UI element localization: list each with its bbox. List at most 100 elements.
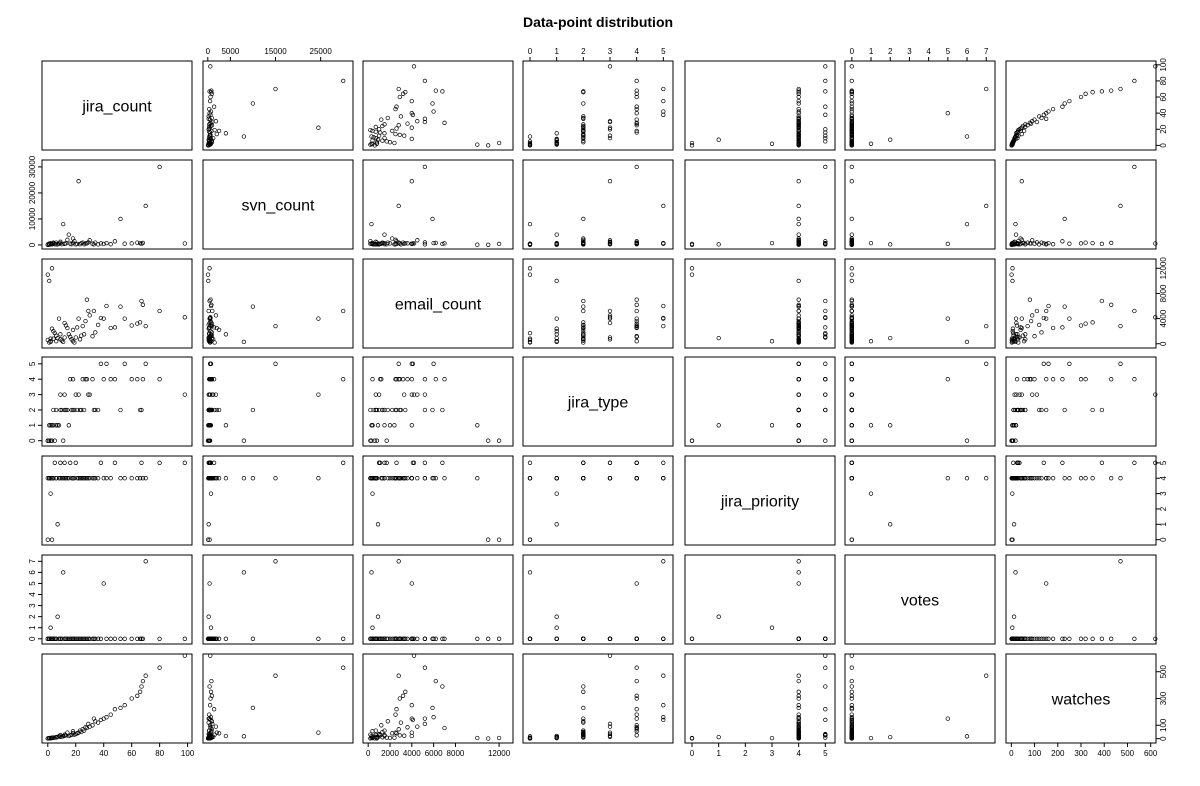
data-point [405, 121, 410, 126]
data-point [139, 407, 144, 413]
data-point [796, 318, 801, 324]
data-point [54, 636, 59, 641]
data-point [486, 736, 491, 741]
data-point [341, 78, 346, 84]
data-point [68, 241, 73, 246]
data-point [69, 476, 74, 481]
data-point [607, 127, 613, 132]
data-point [1027, 241, 1033, 246]
data-point [61, 221, 66, 227]
data-point [47, 476, 52, 481]
data-point [689, 636, 695, 641]
data-point [1044, 636, 1049, 641]
data-point [849, 236, 854, 241]
data-point [73, 460, 78, 465]
data-point [634, 460, 639, 465]
data-point [104, 476, 109, 481]
data-point [140, 636, 146, 641]
data-point [1067, 316, 1072, 321]
panel-jira_type-vs-jira_type: jira_type [522, 356, 674, 447]
data-point [396, 377, 401, 382]
data-point [849, 735, 854, 741]
panel-frame [362, 653, 514, 744]
data-point [945, 377, 950, 382]
data-point [475, 735, 480, 741]
data-point [823, 78, 828, 84]
data-point [796, 236, 801, 241]
data-point [1025, 323, 1030, 329]
data-point [1132, 460, 1137, 465]
data-point [634, 325, 639, 331]
data-point [207, 339, 212, 345]
data-point [1046, 636, 1051, 641]
panel-votes-vs-svn_count [202, 554, 354, 645]
data-point [823, 377, 828, 382]
data-point [410, 361, 416, 366]
data-point [849, 407, 854, 413]
data-point [486, 438, 491, 443]
data-point [390, 476, 395, 481]
data-point [206, 326, 211, 331]
x-tick-label: 100 [1028, 749, 1042, 758]
data-point [84, 476, 90, 481]
data-point [475, 476, 480, 481]
data-point [796, 303, 801, 309]
data-point [1019, 392, 1024, 397]
data-point [422, 665, 428, 670]
data-point [81, 476, 87, 481]
data-point [1060, 239, 1065, 244]
x-tick-label: 1 [716, 749, 721, 758]
panel-frame [844, 455, 996, 546]
panel-svn_count-vs-watches [1005, 159, 1158, 250]
data-point [95, 636, 101, 641]
data-point [554, 329, 559, 334]
data-point [208, 696, 213, 701]
data-point [1018, 476, 1023, 481]
data-point [634, 308, 639, 314]
data-point [98, 361, 104, 366]
data-point [796, 128, 801, 134]
data-point [716, 614, 721, 619]
data-point [93, 407, 98, 413]
data-point [849, 242, 854, 247]
data-point [1118, 559, 1123, 564]
data-point [390, 731, 395, 736]
data-point [140, 678, 146, 684]
y-tick-label: 100 [1159, 58, 1168, 72]
data-point [769, 625, 775, 630]
data-point [581, 733, 586, 738]
data-point [607, 125, 613, 130]
data-point [634, 318, 639, 324]
data-point [129, 476, 134, 481]
y-tick-label: 4000 [1159, 309, 1168, 327]
data-point [140, 476, 146, 481]
data-point [95, 322, 101, 328]
data-point [382, 232, 387, 237]
data-point [1023, 332, 1028, 337]
data-point [689, 438, 695, 443]
data-point [72, 476, 77, 481]
data-point [849, 689, 854, 694]
data-point [394, 104, 399, 109]
data-point [62, 407, 67, 413]
data-point [87, 476, 92, 481]
data-point [415, 724, 420, 729]
data-point [796, 109, 801, 114]
data-point [62, 732, 67, 737]
data-point [823, 104, 828, 109]
data-point [384, 438, 389, 443]
data-point [140, 377, 146, 382]
data-point [1034, 636, 1040, 641]
panel-svn_count-vs-email_count [362, 159, 514, 250]
data-point [379, 723, 384, 728]
data-point [1011, 423, 1017, 428]
y-tick-label: 4 [28, 376, 37, 381]
data-point [1010, 339, 1015, 345]
data-point [409, 241, 414, 246]
data-point [581, 325, 586, 331]
data-point [241, 339, 247, 345]
data-point [1028, 318, 1034, 324]
panel-frame [844, 159, 996, 250]
data-point [63, 407, 69, 413]
data-point [137, 476, 143, 481]
